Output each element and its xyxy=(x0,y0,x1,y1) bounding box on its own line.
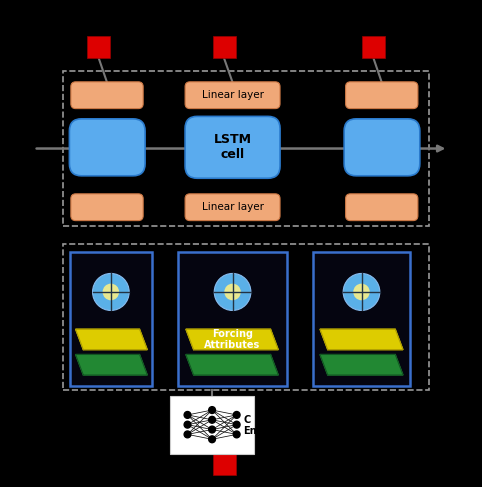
Circle shape xyxy=(184,412,191,418)
Circle shape xyxy=(184,421,191,428)
Circle shape xyxy=(233,412,240,418)
FancyBboxPatch shape xyxy=(185,82,280,109)
Circle shape xyxy=(343,274,380,311)
FancyBboxPatch shape xyxy=(71,194,143,221)
Text: Linear layer: Linear layer xyxy=(201,90,264,100)
Circle shape xyxy=(209,426,215,433)
Bar xyxy=(313,252,410,386)
Circle shape xyxy=(353,283,370,300)
FancyBboxPatch shape xyxy=(185,116,280,178)
Circle shape xyxy=(103,283,119,300)
Text: Linear layer: Linear layer xyxy=(201,202,264,212)
FancyBboxPatch shape xyxy=(170,395,254,454)
FancyBboxPatch shape xyxy=(346,82,418,109)
Polygon shape xyxy=(76,329,147,350)
Bar xyxy=(70,252,152,386)
Polygon shape xyxy=(320,329,403,350)
FancyBboxPatch shape xyxy=(71,82,143,109)
FancyBboxPatch shape xyxy=(69,119,145,176)
Circle shape xyxy=(209,436,215,443)
Circle shape xyxy=(93,274,129,311)
FancyBboxPatch shape xyxy=(346,194,418,221)
FancyBboxPatch shape xyxy=(344,119,420,176)
Text: LSTM
cell: LSTM cell xyxy=(214,133,252,161)
Text: Forcing
Attributes: Forcing Attributes xyxy=(204,329,261,350)
Circle shape xyxy=(209,407,215,413)
Bar xyxy=(178,252,287,386)
Circle shape xyxy=(233,421,240,428)
Polygon shape xyxy=(186,355,278,375)
Polygon shape xyxy=(320,355,403,375)
Bar xyxy=(87,36,110,58)
Circle shape xyxy=(209,416,215,423)
Circle shape xyxy=(224,283,241,300)
Circle shape xyxy=(184,431,191,438)
Bar xyxy=(213,36,236,58)
Circle shape xyxy=(233,431,240,438)
Circle shape xyxy=(214,274,251,311)
Polygon shape xyxy=(76,355,147,375)
Bar xyxy=(362,36,385,58)
Text: C: C xyxy=(243,415,251,425)
Bar xyxy=(213,443,236,475)
Polygon shape xyxy=(186,329,278,350)
FancyBboxPatch shape xyxy=(185,194,280,221)
Text: En: En xyxy=(243,426,257,435)
